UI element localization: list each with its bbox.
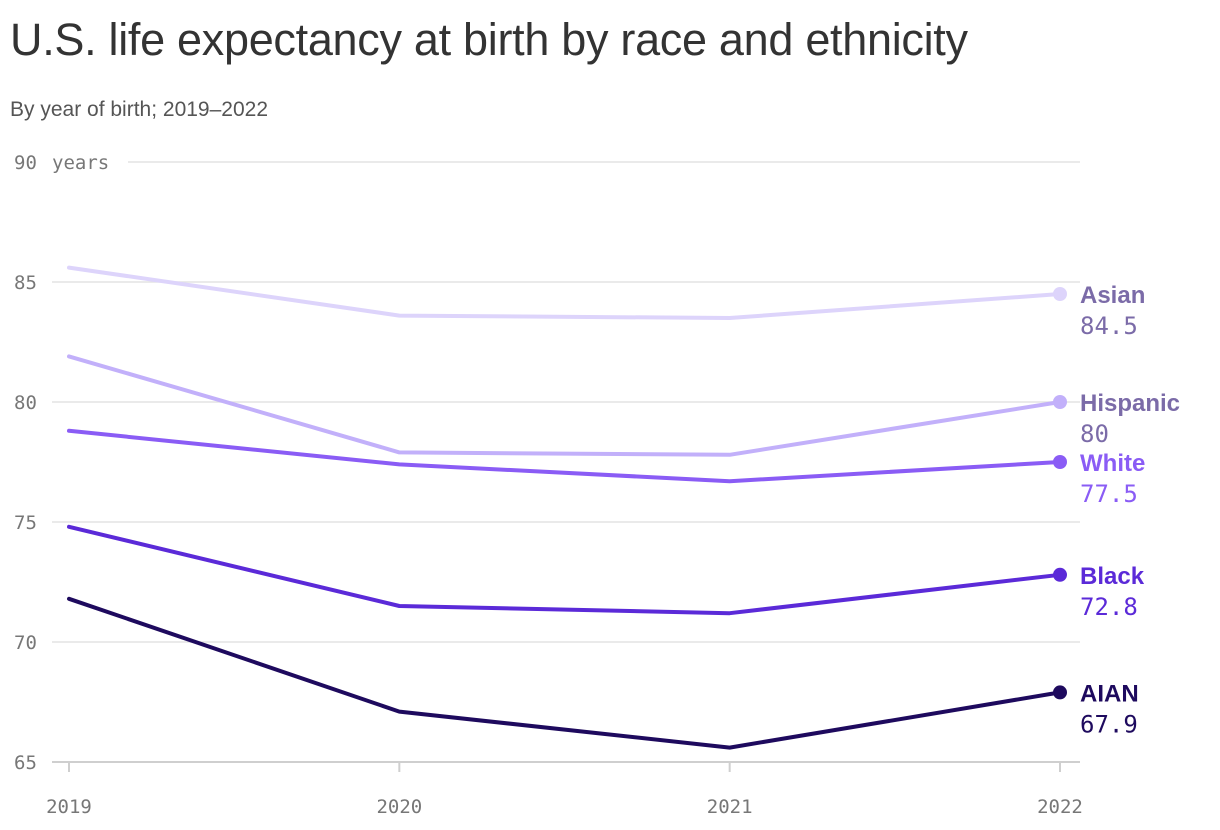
- series-line-aian: [67, 596, 1062, 750]
- series-name-label-asian: Asian: [1080, 282, 1145, 309]
- series-name-label-black: Black: [1080, 563, 1145, 590]
- series-value-label-black: 72.8: [1080, 593, 1138, 621]
- series-line-hispanic: [67, 354, 1062, 457]
- series-end-point-aian: [1053, 685, 1067, 700]
- series-value-label-hispanic: 80: [1080, 420, 1109, 448]
- axes: 65 70 75 80 85 90 years 2019 2020 2021 2022: [14, 152, 1083, 818]
- y-tick-label: 75: [14, 512, 37, 534]
- series-end-point-white: [1053, 455, 1067, 469]
- series-value-label-aian: 67.9: [1080, 710, 1138, 738]
- y-tick-label: 90: [14, 152, 37, 174]
- series-line-black: [67, 524, 1062, 616]
- y-tick-label: 65: [14, 752, 37, 774]
- x-tick-label: 2021: [707, 796, 753, 818]
- chart-subtitle: By year of birth; 2019–2022: [10, 98, 269, 121]
- x-tick-label: 2019: [46, 796, 92, 818]
- y-tick-label: 85: [14, 272, 37, 294]
- series-end-point-black: [1053, 567, 1067, 582]
- series-lines: [67, 265, 1067, 750]
- series-value-label-asian: 84.5: [1080, 312, 1138, 340]
- series-end-point-asian: [1053, 287, 1067, 301]
- y-tick-label: 70: [14, 632, 37, 654]
- x-tick-label: 2020: [376, 796, 422, 818]
- series-name-label-hispanic: Hispanic: [1080, 390, 1180, 417]
- gridlines: [52, 161, 1080, 763]
- series-name-label-white: White: [1080, 450, 1145, 477]
- x-tick-label: 2022: [1037, 796, 1083, 818]
- y-axis-unit-label: years: [52, 152, 109, 174]
- series-line-white: [67, 428, 1062, 484]
- series-value-label-white: 77.5: [1080, 480, 1138, 508]
- series-line-asian: [67, 265, 1062, 320]
- chart-title: U.S. life expectancy at birth by race an…: [10, 14, 968, 65]
- y-tick-label: 80: [14, 392, 37, 414]
- series-end-point-hispanic: [1053, 395, 1067, 409]
- series-name-label-aian: AIAN: [1080, 680, 1139, 707]
